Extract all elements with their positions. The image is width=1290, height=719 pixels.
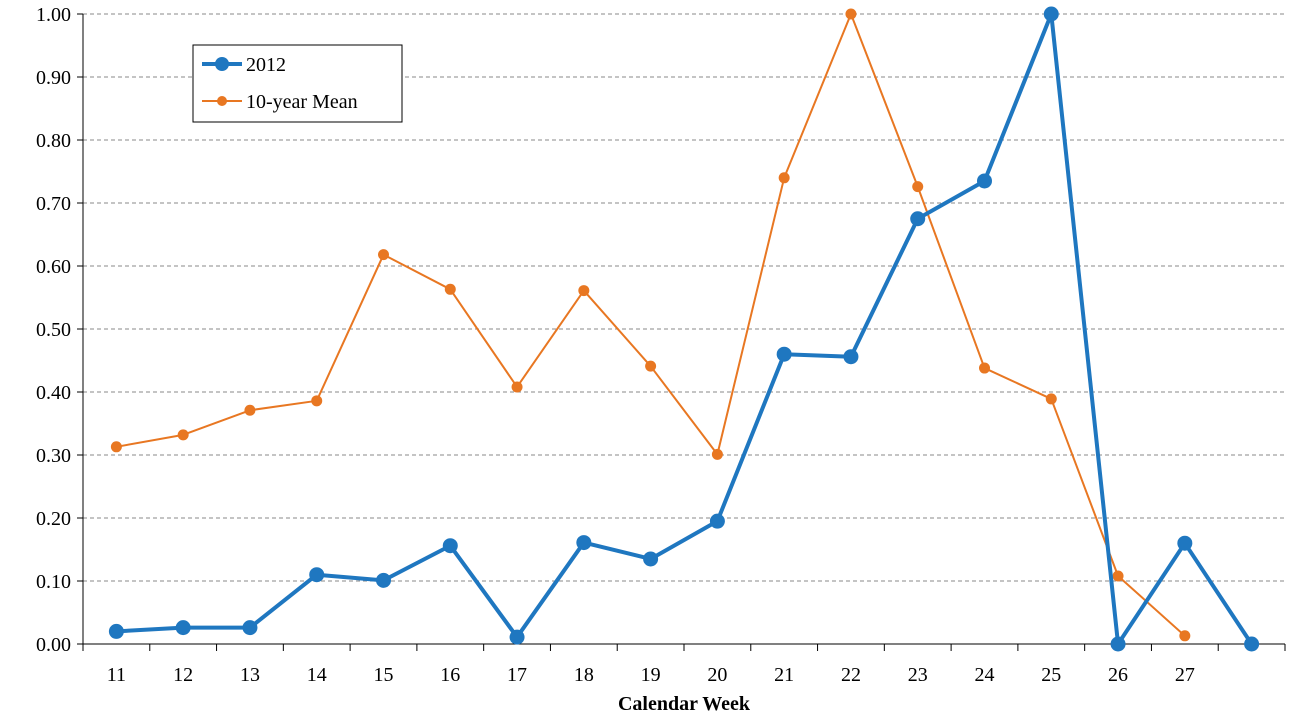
y-tick-label: 0.10 <box>36 571 71 593</box>
series-2012 <box>108 6 1260 652</box>
series-mean-point <box>1045 393 1057 405</box>
x-tick-label: 26 <box>1108 664 1128 686</box>
x-tick-label: 13 <box>240 664 260 686</box>
y-tick-labels: 0.00 0.10 0.20 0.30 0.40 0.50 0.60 0.70 0.80 0.90… <box>36 4 71 656</box>
series-2012-point <box>1177 535 1193 551</box>
axes <box>77 13 1286 651</box>
x-tick-label: 22 <box>841 664 861 686</box>
series-mean-point <box>177 429 189 441</box>
series-mean-point <box>378 249 389 261</box>
series-mean-point <box>578 285 590 297</box>
series-2012-point <box>643 551 659 567</box>
y-tick-label: 0.00 <box>36 634 71 656</box>
series-group <box>108 6 1260 652</box>
series-2012-point <box>1244 636 1260 652</box>
series-2012-point <box>843 349 859 365</box>
series-2012-point <box>175 620 191 636</box>
y-tick-label: 0.30 <box>36 445 71 467</box>
series-2012-line <box>116 12 1254 646</box>
x-tick-label: 14 <box>307 664 327 686</box>
y-tick-label: 0.20 <box>36 508 71 530</box>
x-tick-label: 20 <box>707 664 727 686</box>
legend-label-2012: 2012 <box>246 54 286 76</box>
series-2012-point <box>776 346 792 362</box>
x-tick-label: 17 <box>507 664 527 686</box>
legend-swatch-mean-marker <box>217 96 227 106</box>
legend-box <box>192 44 403 123</box>
y-tick-label: 0.40 <box>36 382 71 404</box>
y-tick-label: 0.50 <box>36 319 71 341</box>
series-mean-point <box>244 404 256 416</box>
series-2012-point <box>910 211 926 227</box>
series-mean-point <box>311 395 323 407</box>
x-tick-label: 23 <box>908 664 928 686</box>
x-tick-label: 15 <box>374 664 394 686</box>
series-mean-point <box>912 181 924 193</box>
series-2012-point <box>309 567 325 583</box>
x-tick-labels: 11 12 13 14 15 16 17 18 19 20 21 22 23 24 25 26 27 <box>107 664 1195 686</box>
series-mean-point <box>711 448 723 460</box>
series-2012-point <box>576 535 592 551</box>
series-2012-point <box>977 173 992 189</box>
y-tick-label: 0.60 <box>36 256 71 278</box>
series-mean-point <box>1112 570 1124 582</box>
legend-swatch-2012-marker <box>215 57 229 71</box>
series-mean-point <box>511 381 523 393</box>
y-tick-label: 1.00 <box>36 4 71 26</box>
series-mean-point <box>778 172 790 184</box>
x-tick-label: 21 <box>774 664 794 686</box>
y-tick-label: 0.70 <box>36 193 71 215</box>
series-10-year-mean <box>110 8 1191 642</box>
series-mean-point <box>110 441 122 453</box>
series-mean-point <box>979 362 990 374</box>
legend: 2012 10-year Mean <box>192 44 403 123</box>
series-mean-point <box>444 283 456 295</box>
x-tick-label: 11 <box>107 664 126 686</box>
x-tick-label: 27 <box>1175 664 1195 686</box>
series-mean-point <box>1179 630 1191 642</box>
series-2012-point <box>442 538 458 554</box>
x-tick-label: 19 <box>641 664 661 686</box>
x-tick-label: 25 <box>1041 664 1061 686</box>
y-tick-label: 0.80 <box>36 130 71 152</box>
series-2012-point <box>709 513 725 529</box>
series-2012-point <box>108 623 124 639</box>
series-2012-point <box>242 620 258 636</box>
series-2012-point <box>1110 636 1126 652</box>
series-2012-point <box>376 572 391 588</box>
x-tick-label: 18 <box>574 664 594 686</box>
series-2012-point <box>1043 6 1059 22</box>
x-axis-label: Calendar Week <box>618 693 751 715</box>
x-tick-label: 24 <box>975 664 995 686</box>
series-mean-point <box>645 360 657 372</box>
x-tick-label: 12 <box>173 664 193 686</box>
series-mean-point <box>845 8 857 20</box>
legend-label-mean: 10-year Mean <box>246 91 358 113</box>
x-tick-label: 16 <box>440 664 460 686</box>
series-2012-point <box>509 629 525 645</box>
y-tick-label: 0.90 <box>36 67 71 89</box>
